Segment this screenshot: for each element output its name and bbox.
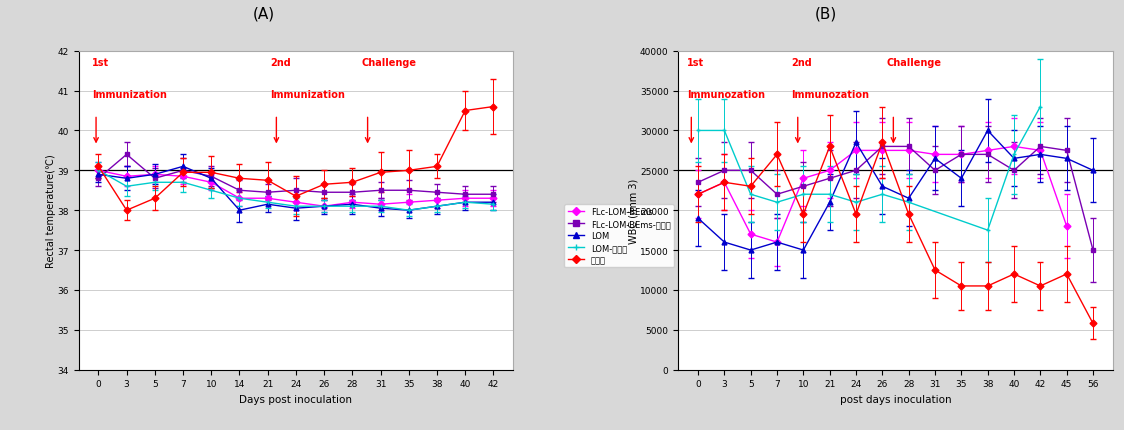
- Text: Immunozation: Immunozation: [687, 90, 765, 100]
- X-axis label: Days post inoculation: Days post inoculation: [239, 394, 353, 404]
- Text: Immunization: Immunization: [92, 90, 166, 100]
- Y-axis label: Rectal temperature(℃): Rectal temperature(℃): [46, 154, 56, 267]
- Legend: FLc-LOM-BEms, FLc-LOM-BEms-동거돈, LOM, LOM-동거돈, 대조군: FLc-LOM-BEms, FLc-LOM-BEms-동거돈, LOM, LOM…: [564, 205, 674, 268]
- Text: Immunozation: Immunozation: [791, 90, 869, 100]
- Text: 2nd: 2nd: [270, 58, 291, 68]
- Text: 1st: 1st: [687, 58, 704, 68]
- Text: (B): (B): [815, 6, 837, 22]
- Y-axis label: WBC (/mm 3): WBC (/mm 3): [628, 178, 638, 243]
- Text: Challenge: Challenge: [361, 58, 416, 68]
- Text: Immunization: Immunization: [270, 90, 345, 100]
- Text: 2nd: 2nd: [791, 58, 812, 68]
- X-axis label: post days inoculation: post days inoculation: [840, 394, 951, 404]
- Text: 1st: 1st: [92, 58, 109, 68]
- Text: (A): (A): [253, 6, 275, 22]
- Text: Challenge: Challenge: [887, 58, 942, 68]
